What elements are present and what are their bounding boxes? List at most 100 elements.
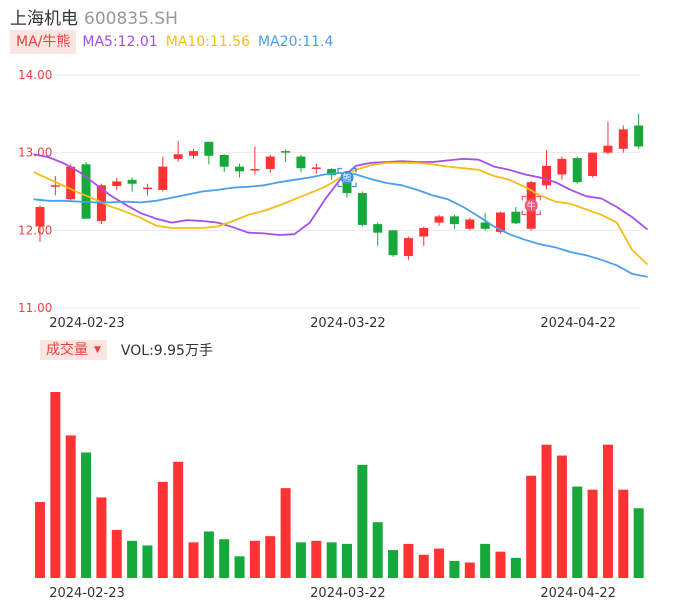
volume-bar [96, 497, 107, 578]
volume-bar [188, 542, 199, 578]
marker-glyph: 熊 [342, 172, 351, 184]
candle-body [142, 187, 152, 190]
candle-body [449, 216, 459, 225]
volume-bar [142, 545, 153, 578]
volume-bar [510, 557, 521, 578]
candle-body [235, 166, 245, 172]
marker-frame [521, 195, 541, 216]
candle-body [50, 185, 60, 187]
volume-series [35, 392, 644, 578]
bull-icon: 牛 [521, 195, 541, 216]
candle-body [250, 168, 260, 171]
candle-body [511, 211, 521, 224]
candle-body [311, 167, 321, 169]
bear-icon: 熊 [337, 167, 357, 188]
volume-bar [81, 452, 92, 578]
volume-bar [127, 540, 138, 578]
ma20-label: MA20:11.4 [258, 34, 334, 50]
volume-bar [495, 551, 506, 578]
price-tick-label: 14.00 [18, 68, 52, 82]
volume-bar [602, 444, 613, 578]
volume-bar [265, 536, 276, 578]
volume-bar [587, 489, 598, 578]
candle-body [158, 166, 168, 190]
ma5-label: MA5:12.01 [82, 34, 158, 50]
date-label: 2024-02-23 [49, 316, 125, 331]
candle-body [189, 151, 198, 156]
date-label: 2024-03-22 [310, 316, 386, 331]
volume-bar [311, 540, 322, 578]
volume-bar [633, 508, 644, 578]
candle-body [373, 224, 383, 233]
date-label: 2024-04-22 [540, 316, 616, 331]
candle-body [35, 207, 45, 227]
stock-code: 600835.SH [84, 9, 178, 29]
candle-body [204, 141, 214, 156]
candle-body [357, 193, 367, 225]
ma-toggle-button[interactable]: MA/牛熊 [10, 30, 77, 54]
candle-body [388, 230, 398, 256]
volume-legend: 成交量 ▼ VOL:9.95万手 [40, 340, 213, 360]
volume-bar [618, 489, 629, 578]
volume-bar [203, 531, 214, 578]
volume-toggle-label: 成交量 [46, 342, 88, 358]
volume-bar [418, 554, 429, 578]
volume-bar [434, 548, 445, 578]
marker-badge [340, 171, 354, 185]
ma10-label: MA10:11.56 [165, 34, 251, 50]
volume-bar [50, 392, 61, 578]
candle-body [112, 181, 122, 187]
price-date-axis: 2024-02-23 2024-03-22 2024-04-22 [49, 316, 616, 331]
moving-average-lines [33, 153, 649, 278]
volume-bar [295, 542, 306, 578]
date-label: 2024-04-22 [540, 586, 616, 601]
volume-bar [449, 560, 460, 578]
volume-bar [372, 522, 383, 578]
candle-body [81, 164, 91, 219]
volume-bar [326, 542, 337, 578]
dropdown-triangle-icon: ▼ [94, 345, 101, 355]
ma5-line [33, 153, 649, 236]
volume-date-axis: 2024-02-23 2024-03-22 2024-04-22 [49, 586, 616, 601]
volume-bar [556, 455, 567, 578]
volume-value: VOL:9.95万手 [120, 343, 213, 359]
candle-body [219, 154, 229, 167]
candle-body [634, 125, 644, 147]
candle-body [588, 152, 598, 176]
date-label: 2024-03-22 [310, 586, 386, 601]
candle-body [480, 222, 490, 229]
candle-body [557, 158, 567, 175]
price-tick-label: 12.00 [18, 223, 52, 237]
candle-body [173, 154, 183, 159]
price-tick-label: 11.00 [18, 301, 52, 315]
volume-bar [357, 464, 368, 578]
volume-bar [403, 543, 414, 578]
volume-bar [464, 562, 475, 578]
candle-body [265, 156, 275, 169]
ma10-line [33, 161, 649, 266]
volume-bar [111, 529, 122, 578]
volume-bar [234, 556, 245, 578]
volume-bar [541, 444, 552, 578]
candle-body [281, 151, 291, 153]
candle-body [572, 158, 582, 183]
candle-body [403, 238, 413, 256]
volume-bar [572, 486, 583, 578]
volume-bar [249, 540, 260, 578]
volume-bar [480, 543, 491, 578]
marker-frame [337, 167, 357, 188]
volume-bar [173, 461, 184, 578]
candle-body [66, 166, 76, 200]
ma-legend: MA/牛熊 MA5:12.01 MA10:11.56 MA20:11.4 [10, 30, 341, 54]
price-grid [54, 74, 640, 309]
candle-body [296, 156, 306, 169]
marker-badge [524, 198, 538, 212]
candle-body [127, 179, 137, 184]
volume-bar [219, 539, 230, 578]
volume-toggle-button[interactable]: 成交量 ▼ [40, 340, 107, 360]
date-label: 2024-02-23 [49, 586, 125, 601]
candle-body [496, 212, 505, 232]
volume-bar [526, 475, 537, 578]
